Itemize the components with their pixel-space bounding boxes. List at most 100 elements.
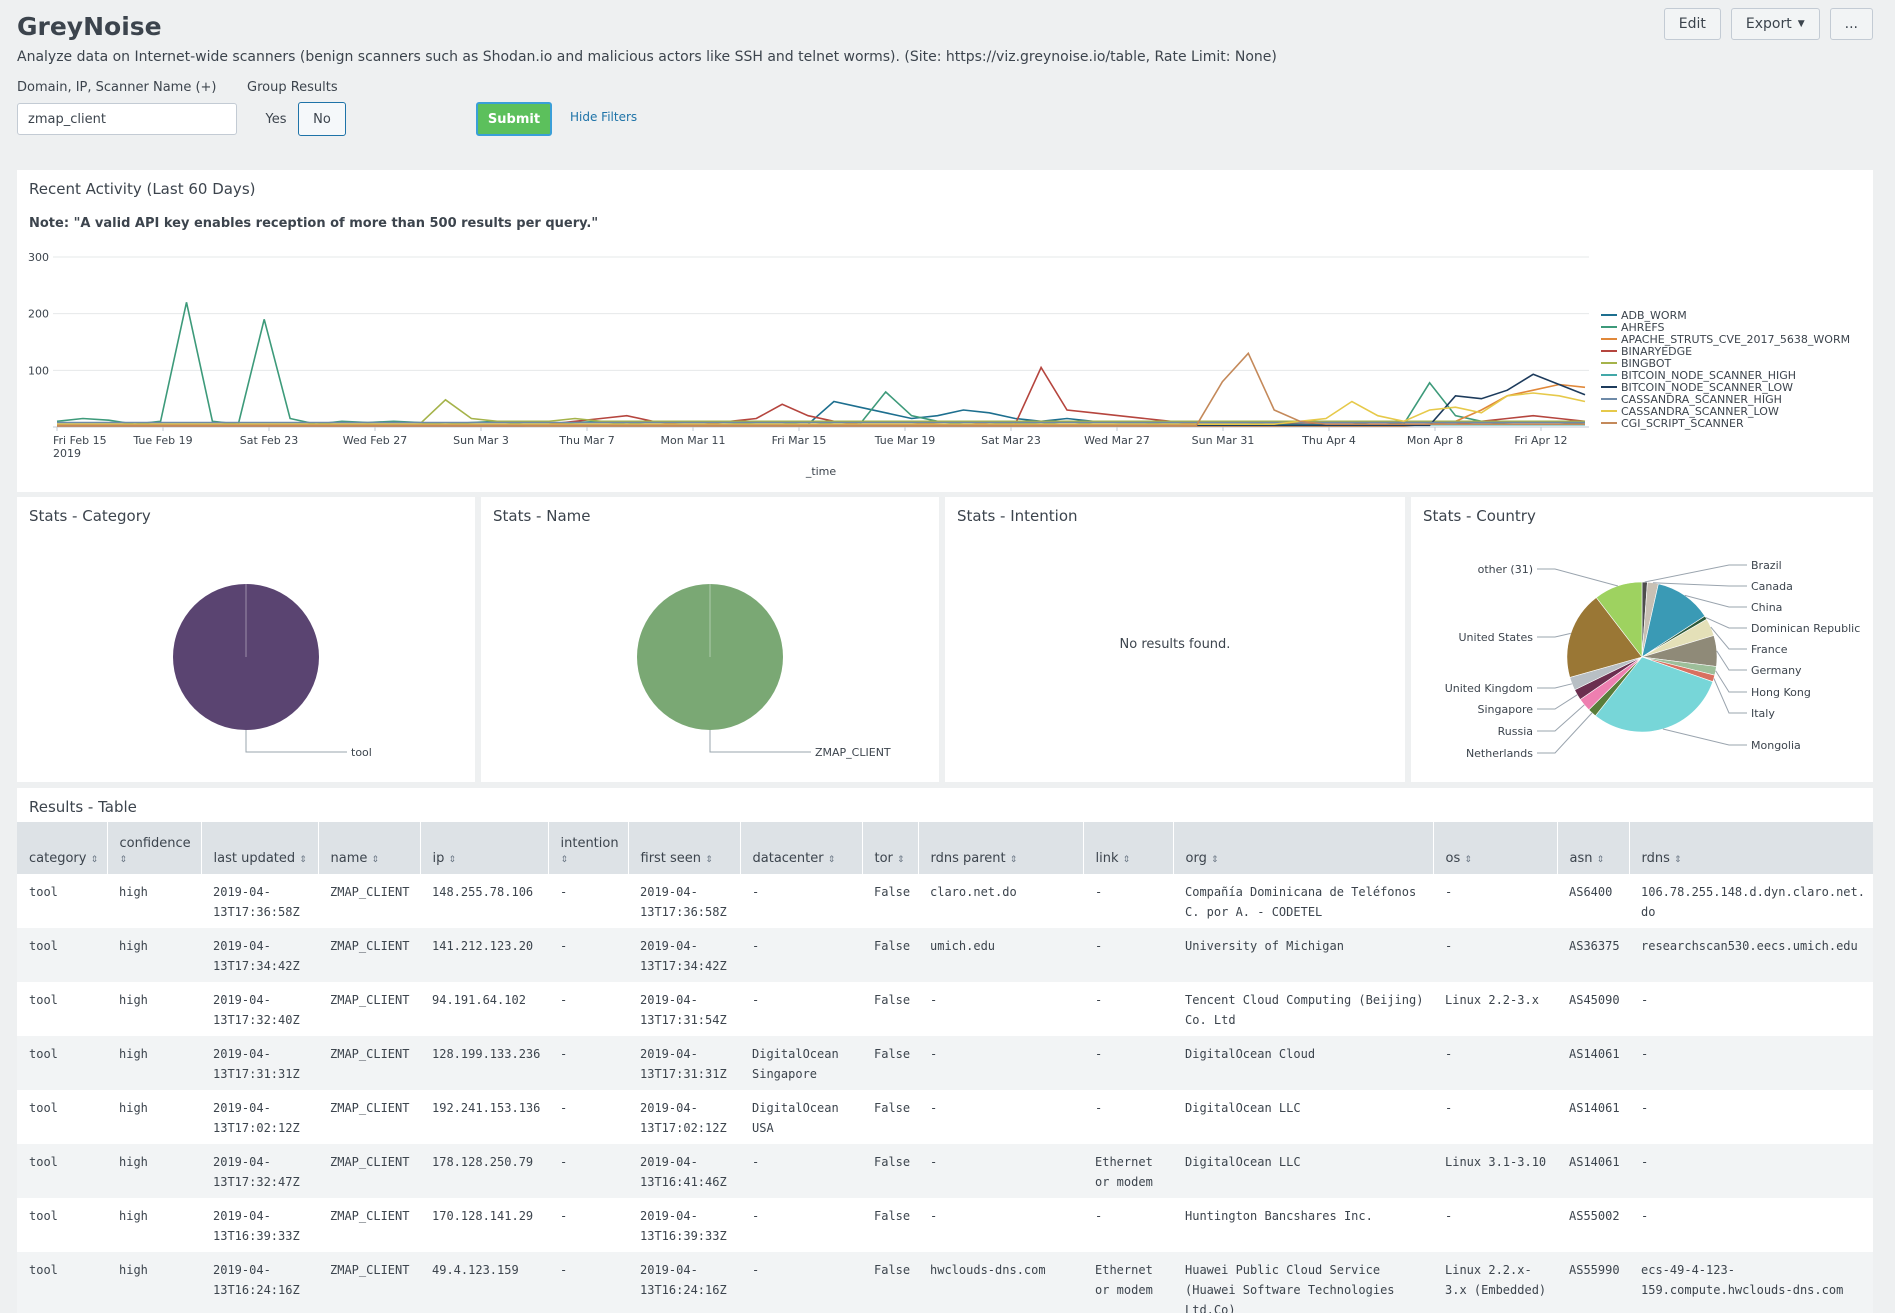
cell-category: tool <box>29 885 58 899</box>
cell-ip: 49.4.123.159 <box>420 1252 548 1313</box>
sort-icon[interactable]: ⇕ <box>299 855 307 865</box>
cell-last-updated: 2019-04-13T17:32:47Z <box>201 1144 318 1198</box>
sort-icon[interactable]: ⇕ <box>827 855 836 865</box>
cell-datacenter: - <box>740 1252 862 1313</box>
column-header-confidence[interactable]: confidence ⇕ <box>107 822 202 874</box>
cell-ip: 128.199.133.236 <box>420 1036 548 1090</box>
x-tick-label: Tue Mar 19 <box>874 434 936 447</box>
query-input[interactable] <box>17 103 237 135</box>
column-header-name[interactable]: name ⇕ <box>318 822 421 874</box>
group-yes-option[interactable]: Yes <box>265 111 287 127</box>
column-header-tor[interactable]: tor ⇕ <box>862 822 919 874</box>
table-row[interactable]: tool high 2019-04-13T17:36:58Z ZMAP_CLIENT 1… <box>17 874 1873 928</box>
sort-icon[interactable]: ⇕ <box>1674 855 1682 865</box>
table-row[interactable]: tool high 2019-04-13T16:24:16Z ZMAP_CLIENT 4… <box>17 1252 1873 1313</box>
cell-datacenter: - <box>752 1209 760 1223</box>
table-row[interactable]: tool high 2019-04-13T17:02:12Z ZMAP_CLIENT 1… <box>17 1090 1873 1144</box>
cell-rdns: - <box>1629 1144 1873 1198</box>
legend-label: CASSANDRA_SCANNER_HIGH <box>1621 393 1782 406</box>
pie-slice <box>1641 583 1706 658</box>
cell-asn: AS14061 <box>1557 1036 1629 1090</box>
sort-icon[interactable]: ⇕ <box>1210 855 1219 865</box>
table-body: tool high 2019-04-13T17:36:58Z ZMAP_CLIENT 1… <box>17 874 1873 1313</box>
legend-label: AHREFS <box>1621 321 1665 334</box>
cell-tor: False <box>862 1252 918 1313</box>
cell-tor: False <box>862 1036 918 1090</box>
submit-button[interactable]: Submit <box>476 102 552 136</box>
sort-icon[interactable]: ⇕ <box>90 855 99 865</box>
sort-icon[interactable]: ⇕ <box>371 855 380 865</box>
cell-last-updated: 2019-04-13T17:34:42Z <box>201 928 318 982</box>
table-row[interactable]: tool high 2019-04-13T17:32:40Z ZMAP_CLIENT 9… <box>17 982 1873 1036</box>
column-header-link[interactable]: link ⇕ <box>1083 822 1174 874</box>
sort-icon[interactable]: ⇕ <box>1009 855 1018 865</box>
column-header-last-updated[interactable]: last updated ⇕ <box>201 822 319 874</box>
cell-name: ZMAP_CLIENT <box>318 1144 420 1198</box>
activity-line-chart: 300 200 100 Fri Feb 15 Tue Feb 19 Sat Feb 23 W… <box>28 251 1850 478</box>
cell-os: Linux 3.1-3.10 <box>1433 1144 1557 1198</box>
edit-button[interactable]: Edit <box>1663 8 1721 40</box>
cell-last-updated: 2019-04-13T16:24:16Z <box>201 1252 318 1313</box>
pie-slice-label: Netherlands <box>1466 747 1533 760</box>
pie-slice-label: tool <box>351 746 372 759</box>
sort-icon[interactable]: ⇕ <box>705 855 713 865</box>
cell-org: Tencent Cloud Computing (Beijing) Co. Lt… <box>1185 993 1424 1027</box>
column-header-datacenter[interactable]: datacenter ⇕ <box>740 822 863 874</box>
x-tick-label: Sun Mar 3 <box>453 434 509 447</box>
cell-datacenter: - <box>740 1144 862 1198</box>
column-header-first-seen[interactable]: first seen ⇕ <box>628 822 741 874</box>
pie-slice-label: France <box>1751 643 1788 656</box>
cell-first-seen: 2019-04-13T17:31:31Z <box>628 1036 740 1090</box>
cell-name: ZMAP_CLIENT <box>330 993 410 1007</box>
cell-org: University of Michigan <box>1173 928 1433 982</box>
table-row[interactable]: tool high 2019-04-13T17:31:31Z ZMAP_CLIENT 1… <box>17 1036 1873 1090</box>
pie-slice-label: ZMAP_CLIENT <box>815 746 891 759</box>
cell-rdns: - <box>1629 1036 1873 1090</box>
cell-org: DigitalOcean LLC <box>1185 1101 1301 1115</box>
pie-leader-line <box>1716 650 1747 671</box>
sort-icon[interactable]: ⇕ <box>560 855 569 865</box>
column-header-ip[interactable]: ip ⇕ <box>420 822 549 874</box>
column-header-label: first seen <box>640 851 706 866</box>
export-button[interactable]: Export ▼ <box>1730 8 1820 40</box>
export-label: Export <box>1745 16 1792 32</box>
pie-slice-label: China <box>1751 601 1782 614</box>
column-header-os[interactable]: os ⇕ <box>1433 822 1558 874</box>
cell-name: ZMAP_CLIENT <box>318 1036 420 1090</box>
sort-icon[interactable]: ⇕ <box>448 855 457 865</box>
table-row[interactable]: tool high 2019-04-13T17:32:47Z ZMAP_CLIENT 1… <box>17 1144 1873 1198</box>
cell-first-seen: 2019-04-13T17:36:58Z <box>640 885 727 919</box>
cell-rdns-parent: hwclouds-dns.com <box>918 1252 1083 1313</box>
sort-icon[interactable]: ⇕ <box>1122 855 1131 865</box>
sort-icon[interactable]: ⇕ <box>1596 855 1605 865</box>
legend-label: CASSANDRA_SCANNER_LOW <box>1621 405 1779 418</box>
sort-icon[interactable]: ⇕ <box>1464 855 1472 865</box>
column-header-category[interactable]: category ⇕ <box>17 822 108 874</box>
group-no-option[interactable]: No <box>298 102 346 136</box>
column-header-asn[interactable]: asn ⇕ <box>1557 822 1630 874</box>
column-header-label: rdns <box>1641 851 1675 866</box>
caret-down-icon: ▼ <box>1797 19 1805 29</box>
table-row[interactable]: tool high 2019-04-13T16:39:33Z ZMAP_CLIENT 1… <box>17 1198 1873 1252</box>
sort-icon[interactable]: ⇕ <box>897 855 905 865</box>
intention-panel: Stats - Intention No results found. <box>945 497 1405 782</box>
column-header-org[interactable]: org ⇕ <box>1173 822 1434 874</box>
column-header-label: link <box>1095 851 1123 866</box>
cell-rdns-parent: - <box>930 1209 938 1223</box>
column-header-intention[interactable]: intention ⇕ <box>548 822 629 874</box>
pie-slice-label: Canada <box>1751 580 1793 593</box>
cell-org: Huntington Bancshares Inc. <box>1185 1209 1373 1223</box>
column-header-label: confidence <box>119 836 191 851</box>
cell-intention: - <box>548 1252 628 1313</box>
pie-leader-line <box>1662 728 1747 746</box>
more-button[interactable]: ... <box>1829 8 1873 40</box>
sort-icon[interactable]: ⇕ <box>119 855 128 865</box>
pie-slice <box>1595 581 1643 658</box>
table-row[interactable]: tool high 2019-04-13T17:34:42Z ZMAP_CLIENT 1… <box>17 928 1873 982</box>
api-key-note: Note: "A valid API key enables reception… <box>29 216 599 231</box>
hide-filters-link[interactable]: Hide Filters <box>570 110 638 124</box>
column-header-rdns-parent[interactable]: rdns parent ⇕ <box>918 822 1084 874</box>
cell-confidence: high <box>119 1209 148 1223</box>
column-header-rdns[interactable]: rdns ⇕ <box>1629 822 1873 874</box>
toolbar: Edit Export ▼ ... <box>1663 8 1873 40</box>
